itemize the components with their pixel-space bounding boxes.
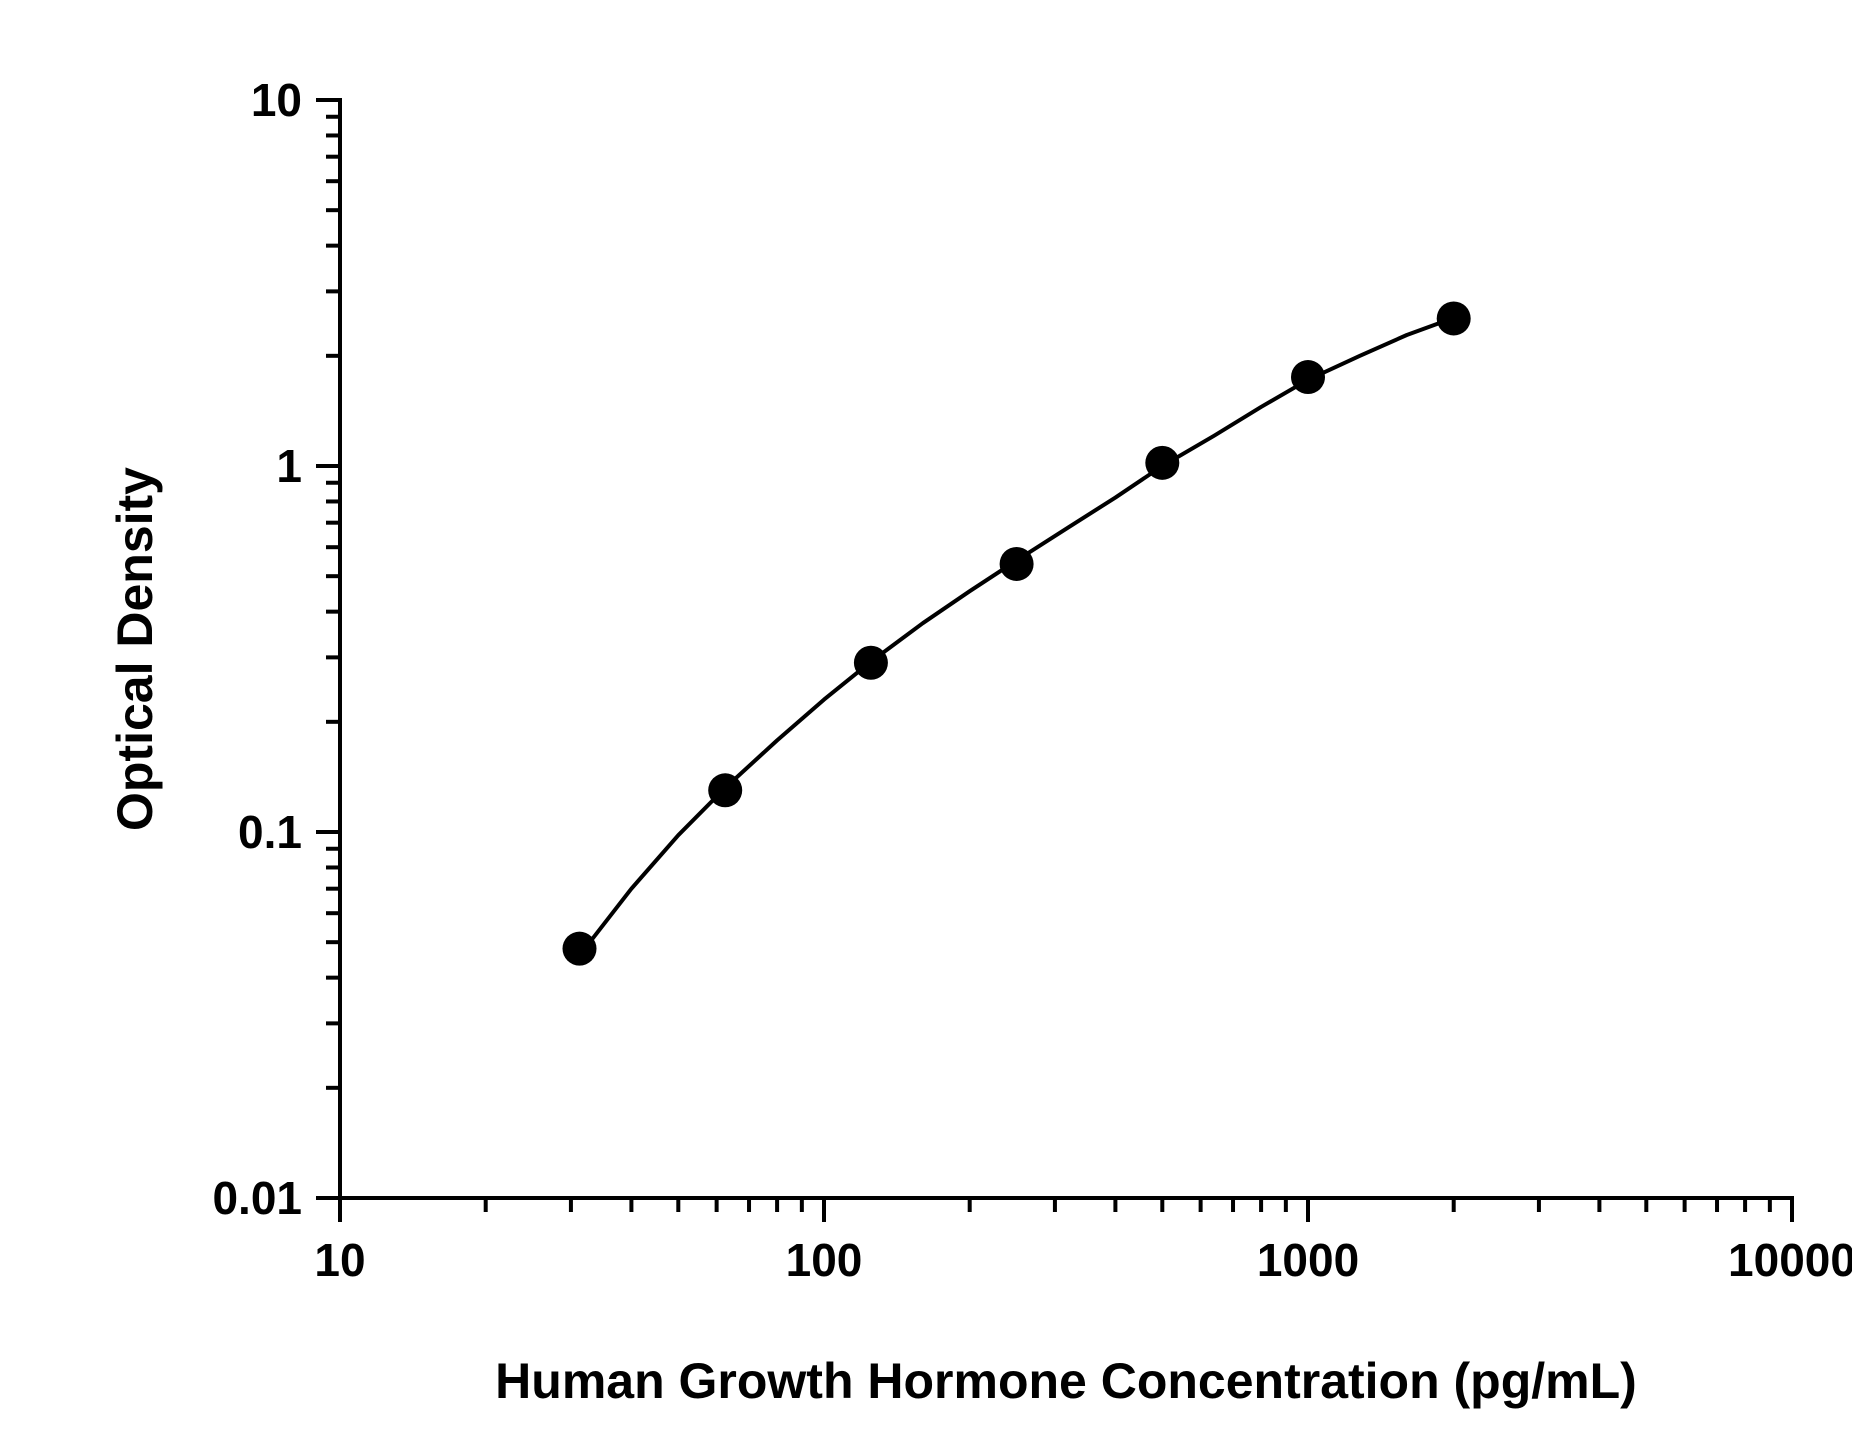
x-axis-label: Human Growth Hormone Concentration (pg/m… [495,1353,1637,1409]
data-point [1437,301,1471,335]
x-tick-label: 10 [314,1234,365,1286]
y-tick-label: 10 [251,74,302,126]
plot-area [340,100,1792,1198]
standard-curve-chart: 10 100 1000 10000 0.01 0.1 1 10 Human Growth Hor… [0,0,1852,1433]
data-point [854,646,888,680]
y-axis-label: Optical Density [107,467,163,831]
data-point [563,932,597,966]
data-point [1000,547,1034,581]
y-tick-label: 1 [276,440,302,492]
y-tick-label: 0.01 [212,1172,302,1224]
x-tick-label: 10000 [1728,1234,1852,1286]
y-tick-label: 0.1 [238,806,302,858]
x-tick-label: 1000 [1257,1234,1359,1286]
data-point [1291,360,1325,394]
data-point [708,773,742,807]
data-point [1145,446,1179,480]
x-tick-label: 100 [786,1234,863,1286]
